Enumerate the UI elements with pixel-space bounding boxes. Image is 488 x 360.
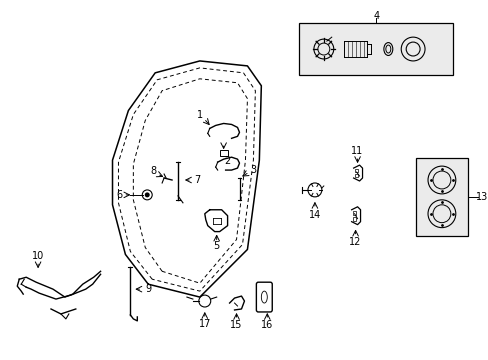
Bar (352, 211, 355, 215)
Text: 2: 2 (224, 156, 230, 166)
Text: 7: 7 (193, 175, 200, 185)
Text: 8: 8 (150, 166, 156, 176)
Text: 4: 4 (373, 11, 379, 21)
Text: 14: 14 (308, 210, 321, 220)
Bar (354, 174, 357, 177)
Text: 1: 1 (196, 109, 203, 120)
Text: 12: 12 (349, 237, 361, 247)
Text: 9: 9 (145, 284, 151, 294)
Text: 10: 10 (32, 251, 44, 261)
Text: 11: 11 (351, 146, 363, 156)
Bar (415, 158, 467, 235)
Text: 13: 13 (474, 192, 487, 202)
Bar (219, 150, 227, 156)
Circle shape (144, 192, 149, 197)
Text: 5: 5 (213, 242, 220, 252)
Bar (352, 217, 355, 221)
Text: 3: 3 (250, 165, 256, 175)
Text: 17: 17 (198, 319, 210, 329)
Bar (354, 169, 357, 172)
Text: 6: 6 (116, 190, 122, 200)
Bar (299, 23, 452, 75)
Text: 16: 16 (261, 320, 273, 330)
Text: 15: 15 (230, 320, 242, 330)
